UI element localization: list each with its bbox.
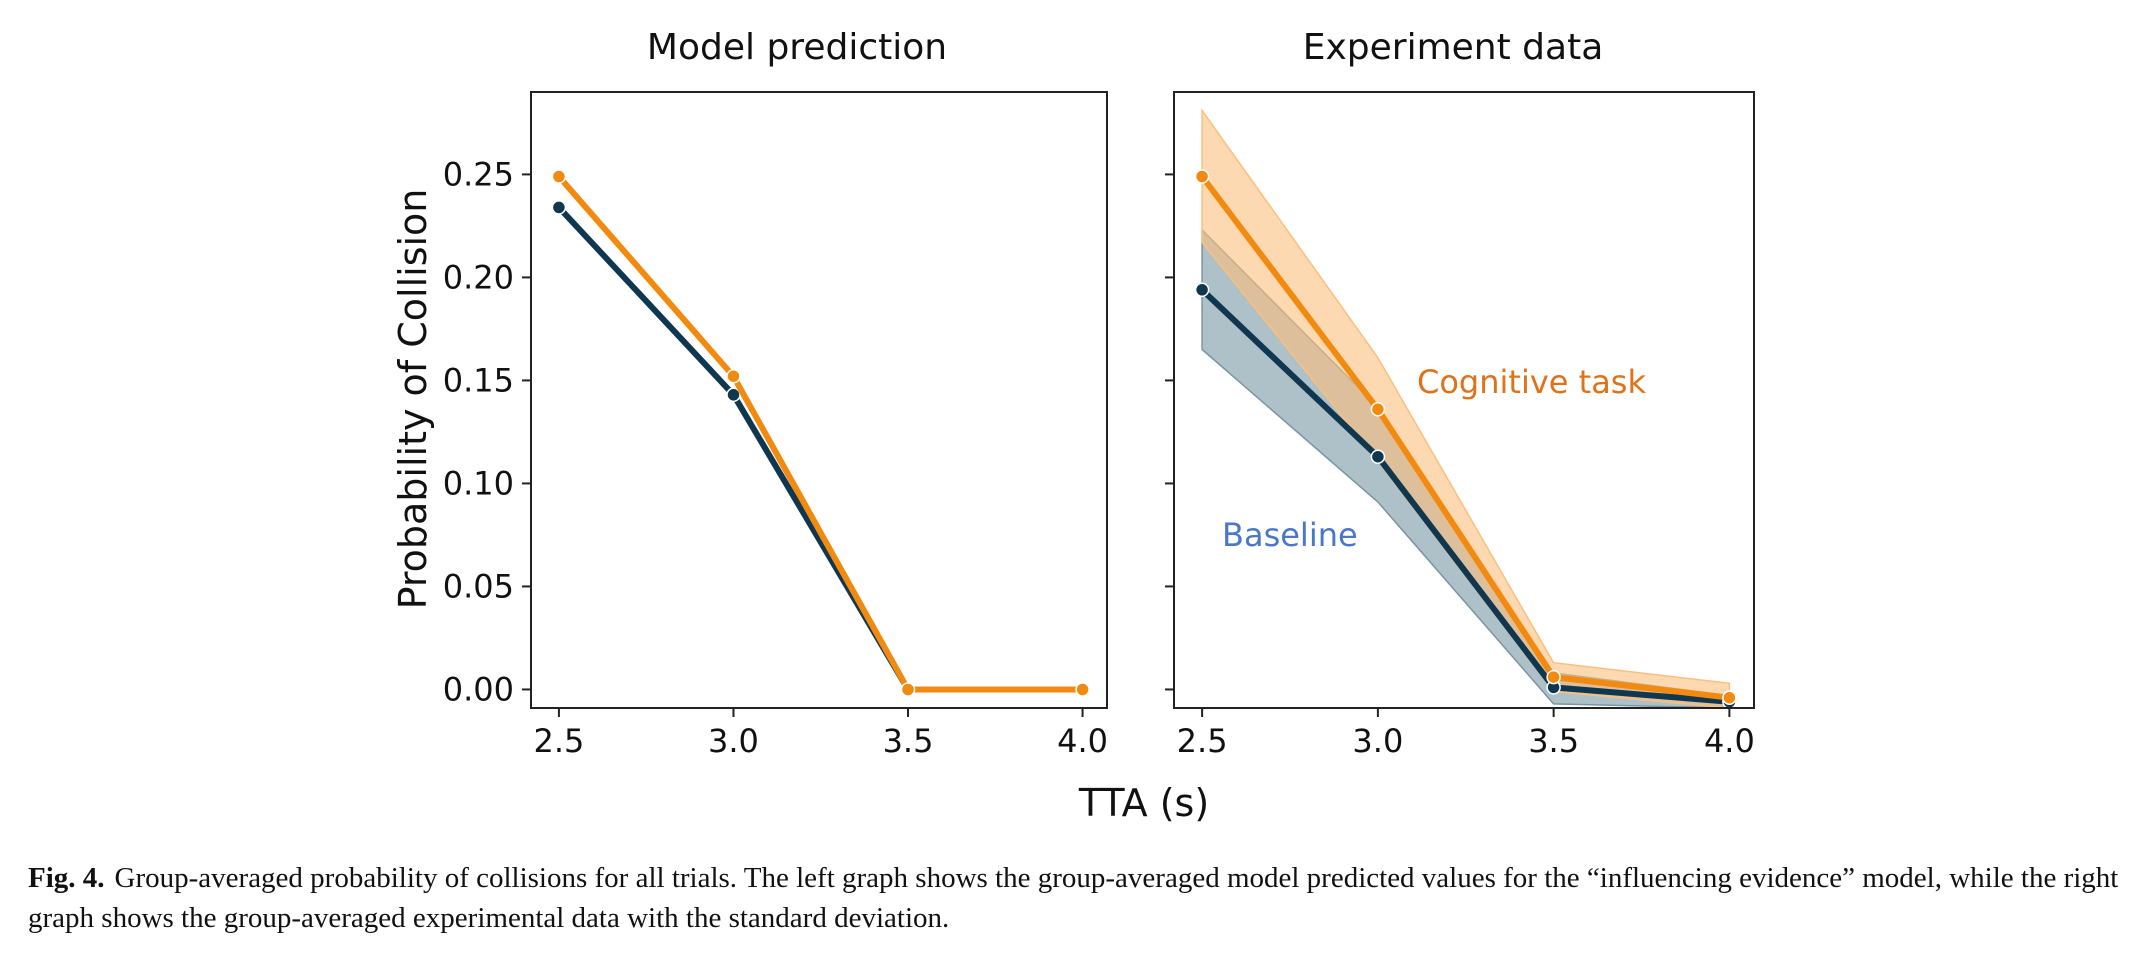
left-x-tick-label-2: 3.5 (883, 722, 934, 760)
right-x-tick-label-1: 3.0 (1352, 722, 1403, 760)
right-point-baseline-0 (1194, 282, 1210, 298)
right-line-baseline (1199, 286, 1733, 705)
left-line-baseline (555, 204, 1086, 693)
caption-label: Fig. 4. (28, 862, 105, 894)
right-plot-frame (1173, 91, 1755, 709)
left-y-tick-label-4: 0.20 (443, 258, 514, 296)
left-point-cognitive-task-1 (726, 369, 741, 384)
left-x-tick-label-3: 4.0 (1057, 722, 1108, 760)
left-y-tick-label-1: 0.05 (443, 567, 514, 605)
left-x-tick-label-1: 3.0 (708, 722, 759, 760)
left-point-baseline-1 (726, 387, 741, 403)
x-axis-label: TTA (s) (1078, 781, 1209, 825)
left-y-tick-label-5: 0.25 (443, 155, 514, 193)
annotation-cognitive-task: Cognitive task (1417, 363, 1646, 401)
left-y-tick-label-0: 0.00 (443, 670, 514, 708)
figure: Model prediction Experiment data 2.5 3.0 3… (391, 27, 1755, 825)
right-x-tick-label-2: 3.5 (1528, 722, 1579, 760)
left-panel-title: Model prediction (647, 27, 947, 68)
left-point-cognitive-task-0 (551, 169, 567, 184)
right-panel: 2.5 3.0 3.5 4.0 (1165, 91, 1755, 760)
annotation-baseline: Baseline (1222, 516, 1358, 554)
right-point-cognitive-task-3 (1722, 690, 1737, 705)
left-x-tick-label-0: 2.5 (533, 722, 584, 760)
figure-caption: Fig. 4. Group-averaged probability of col… (28, 858, 2120, 938)
left-line-cognitive-task (555, 173, 1086, 693)
left-panel: 2.5 3.0 3.5 4.0 0.00 0.05 0.10 0.15 0.20 0.25 (443, 91, 1108, 760)
right-point-cognitive-task-0 (1194, 169, 1210, 184)
y-axis-label: Probability of Collision (391, 189, 435, 610)
right-x-tick-label-3: 4.0 (1704, 722, 1755, 760)
right-point-cognitive-task-1 (1370, 402, 1386, 417)
right-x-tick-label-0: 2.5 (1177, 722, 1228, 760)
right-point-baseline-1 (1370, 449, 1386, 464)
left-y-tick-label-3: 0.15 (443, 361, 514, 399)
left-point-baseline-0 (551, 200, 567, 215)
left-point-cognitive-task-3 (1075, 682, 1090, 697)
left-y-tick-label-2: 0.10 (443, 464, 514, 502)
right-point-cognitive-task-2 (1546, 669, 1561, 685)
left-plot-frame (530, 91, 1108, 709)
right-line-cognitive-task (1199, 173, 1733, 701)
caption-text: Group-averaged probability of collisions… (28, 862, 2119, 934)
right-panel-title: Experiment data (1303, 27, 1604, 68)
left-point-cognitive-task-2 (900, 682, 916, 697)
